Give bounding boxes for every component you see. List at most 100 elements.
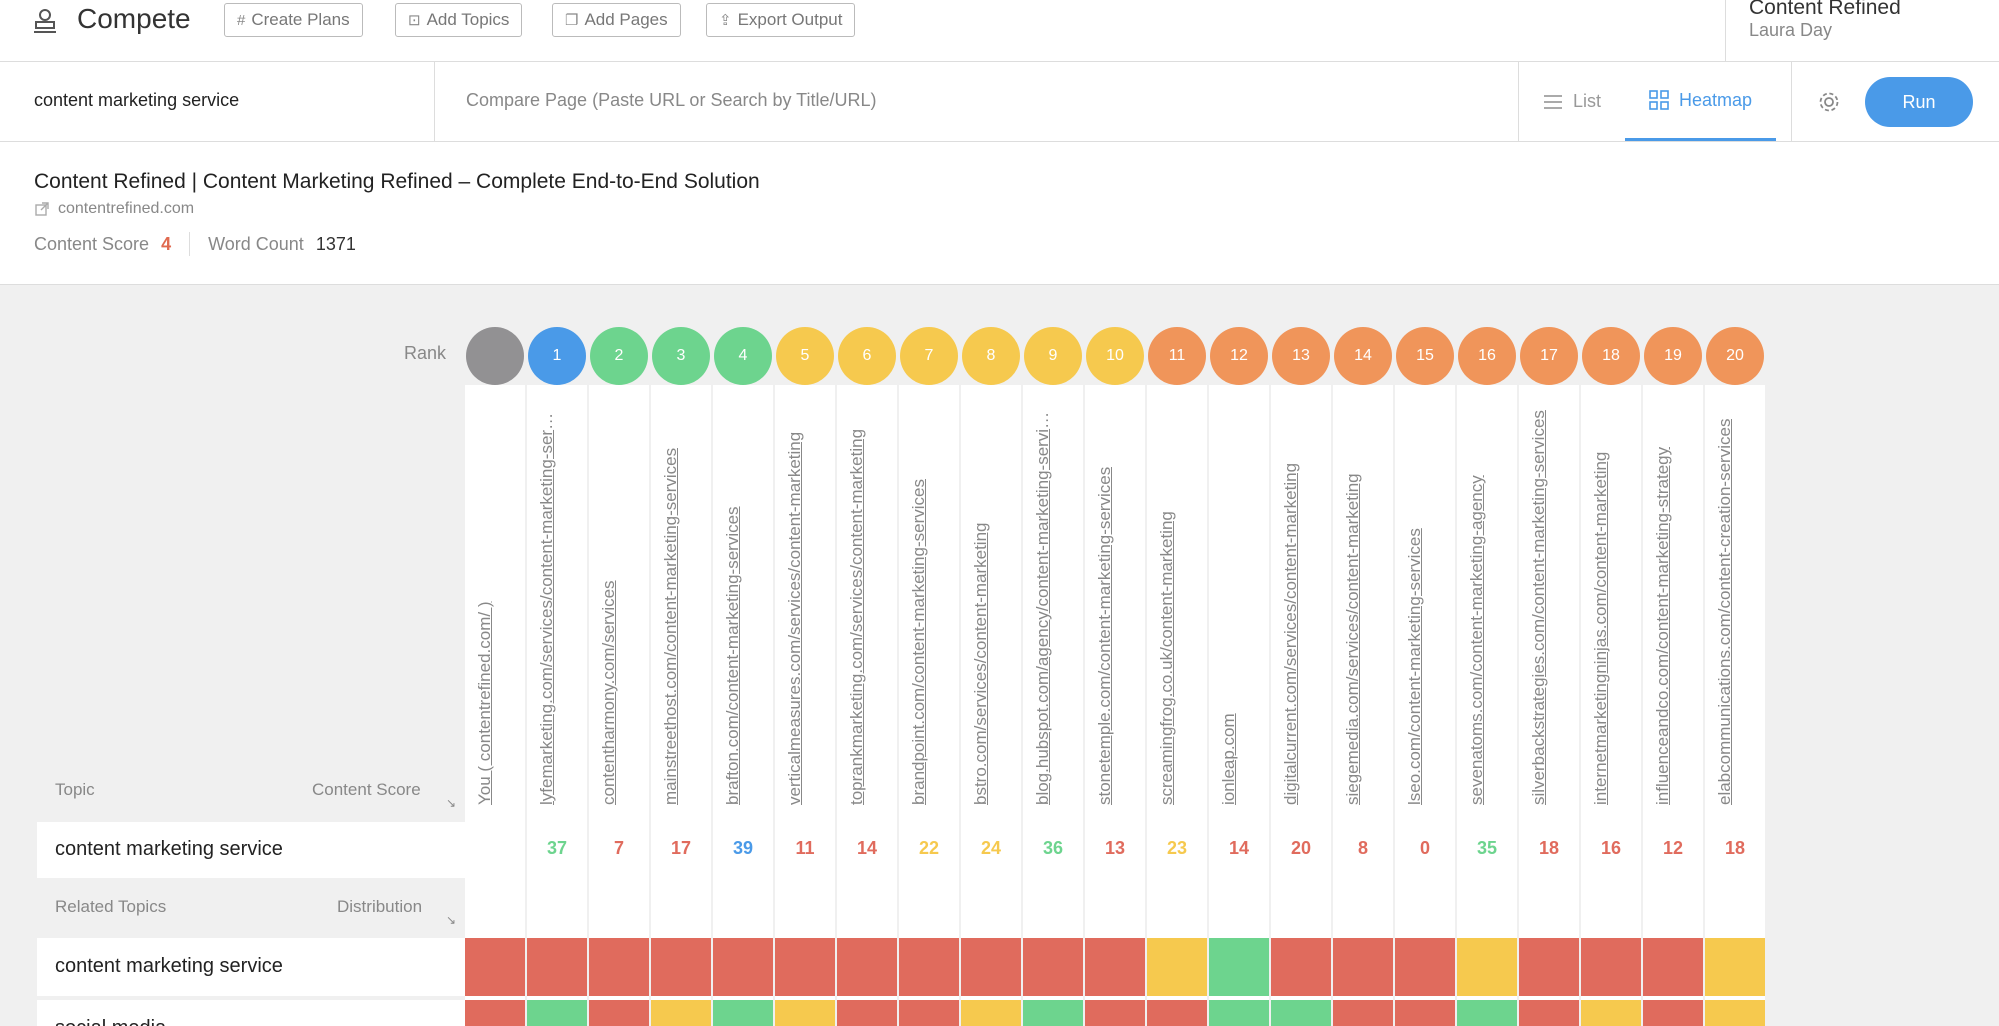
heatmap-cell[interactable] (465, 1000, 525, 1026)
page-url-link[interactable]: contentrefined.com (34, 200, 194, 218)
heatmap-cell[interactable] (1643, 1000, 1703, 1026)
compare-page-input[interactable]: Compare Page (Paste URL or Search by Tit… (466, 90, 877, 110)
add-pages-button[interactable]: ❐ Add Pages (552, 3, 681, 37)
heatmap-cell[interactable] (1395, 1000, 1455, 1026)
competitor-url-link[interactable]: silverbackstrategies.com/content-marketi… (1529, 410, 1548, 805)
content-score-cell: 17 (670, 838, 692, 858)
sort-icon[interactable]: ↘ (446, 796, 457, 810)
competitor-url-link[interactable]: brafton.com/content-marketing-services (723, 506, 742, 805)
heatmap-cell[interactable] (589, 938, 649, 996)
heatmap-cell[interactable] (1457, 938, 1517, 996)
heatmap-cell[interactable] (1395, 938, 1455, 996)
competitor-url-link[interactable]: toprankmarketing.com/services/content-ma… (847, 428, 866, 805)
heatmap-cell[interactable] (1023, 938, 1083, 996)
heatmap-cell[interactable] (775, 938, 835, 996)
competitor-column (1085, 385, 1145, 1026)
competitor-url-link[interactable]: sevenatoms.com/content-marketing-agency (1467, 475, 1486, 805)
heatmap-cell[interactable] (1333, 1000, 1393, 1026)
tab-list[interactable]: List (1519, 62, 1625, 141)
competitor-url-wrap: influenceandco.com/content-marketing-str… (1643, 395, 1703, 805)
competitor-url-link[interactable]: ionleap.com (1219, 713, 1238, 805)
heatmap-cell[interactable] (527, 938, 587, 996)
heatmap-cell[interactable] (961, 1000, 1021, 1026)
heatmap-cell[interactable] (1333, 938, 1393, 996)
competitor-url-link[interactable]: influenceandco.com/content-marketing-str… (1653, 446, 1672, 805)
keyword-input[interactable]: content marketing service (0, 62, 435, 141)
heatmap-cell[interactable] (899, 1000, 959, 1026)
heatmap-cell[interactable] (1147, 1000, 1207, 1026)
run-button[interactable]: Run (1865, 77, 1973, 127)
heatmap-cell[interactable] (1085, 1000, 1145, 1026)
competitor-url-link[interactable]: siegemedia.com/services/content-marketin… (1343, 473, 1362, 805)
competitor-url-link[interactable]: digitalcurrent.com/services/content-mark… (1281, 462, 1300, 805)
competitor-url-link[interactable]: blog.hubspot.com/agency/content-marketin… (1033, 405, 1052, 805)
heatmap-cell[interactable] (961, 938, 1021, 996)
heatmap-cell[interactable] (775, 1000, 835, 1026)
related-topic-row[interactable]: content marketing service (37, 938, 467, 996)
competitor-column (527, 385, 587, 1026)
competitor-url-link[interactable]: mainstreethost.com/content-marketing-ser… (661, 447, 680, 805)
heatmap-cell[interactable] (899, 938, 959, 996)
heatmap-cell[interactable] (1023, 1000, 1083, 1026)
create-plans-button[interactable]: # Create Plans (224, 3, 363, 37)
export-output-button[interactable]: ⇪ Export Output (706, 3, 856, 37)
competitor-url-link[interactable]: stonetemple.com/content-marketing-servic… (1095, 466, 1114, 805)
heatmap-cell[interactable] (527, 1000, 587, 1026)
competitor-url-link[interactable]: bstro.com/services/content-marketing (971, 522, 990, 806)
heatmap-cell[interactable] (837, 938, 897, 996)
heatmap-cell[interactable] (713, 938, 773, 996)
rank-badge: 4 (714, 327, 772, 385)
account-menu[interactable]: Content Refined Laura Day (1725, 0, 1999, 62)
tab-heatmap-label: Heatmap (1679, 89, 1753, 110)
heatmap-cell[interactable] (465, 938, 525, 996)
competitor-url-link[interactable]: lseo.com/content-marketing-services (1405, 528, 1424, 805)
heatmap-cell[interactable] (1705, 938, 1765, 996)
content-score-cell: 11 (795, 838, 815, 858)
heatmap-cell[interactable] (1643, 938, 1703, 996)
heatmap-cell[interactable] (1271, 938, 1331, 996)
copy-icon: ❐ (565, 12, 579, 29)
heatmap-cell[interactable] (1085, 938, 1145, 996)
app-title: Compete (77, 3, 191, 34)
heatmap-cell[interactable] (1271, 1000, 1331, 1026)
heatmap-cell[interactable] (1581, 938, 1641, 996)
competitor-url-link[interactable]: brandpoint.com/content-marketing-service… (909, 479, 928, 805)
heatmap-cell[interactable] (1519, 938, 1579, 996)
content-score-cell: 13 (1104, 838, 1126, 858)
competitor-url-link[interactable]: screamingfrog.co.uk/content-marketing (1157, 511, 1176, 805)
content-score-cell: 0 (1419, 838, 1430, 858)
heatmap-cell[interactable] (1705, 1000, 1765, 1026)
heatmap-cell[interactable] (837, 1000, 897, 1026)
distribution-header[interactable]: Distribution (337, 897, 423, 916)
settings-button[interactable] (1791, 62, 1866, 141)
tab-heatmap[interactable]: Heatmap (1625, 62, 1777, 141)
competitor-url-link[interactable]: You ( contentrefined.com/ ) (475, 601, 494, 806)
content-score-header[interactable]: Content Score (312, 780, 421, 799)
competitor-url-wrap: brafton.com/content-marketing-services (713, 395, 773, 805)
heatmap-cell[interactable] (713, 1000, 773, 1026)
heatmap-cell[interactable] (1581, 1000, 1641, 1026)
heatmap-cell[interactable] (1147, 938, 1207, 996)
competitor-url-link[interactable]: contentharmony.com/services (599, 580, 618, 805)
rank-badge: 1 (528, 327, 586, 385)
content-score-cell: 14 (1228, 838, 1250, 858)
add-topics-button[interactable]: ⊡ Add Topics (395, 3, 523, 37)
heatmap-cell[interactable] (1457, 1000, 1517, 1026)
competitor-column (1643, 385, 1703, 1026)
heatmap-cell[interactable] (651, 1000, 711, 1026)
sort-icon[interactable]: ↘ (446, 913, 457, 927)
competitor-url-link[interactable]: verticalmeasures.com/services/content-ma… (785, 431, 804, 805)
heatmap-cell[interactable] (1209, 1000, 1269, 1026)
create-plans-label: Create Plans (251, 10, 350, 29)
competitor-url-link[interactable]: lyfemarketing.com/services/content-marke… (537, 405, 556, 805)
heatmap-cell[interactable] (589, 1000, 649, 1026)
competitor-url-link[interactable]: internetmarketingninjas.com/content-mark… (1591, 451, 1610, 805)
heatmap-cell[interactable] (1519, 1000, 1579, 1026)
rank-badge: 13 (1272, 327, 1330, 385)
competitor-url-link[interactable]: elabcommunications.com/content-creation-… (1715, 418, 1734, 805)
heatmap-cell[interactable] (651, 938, 711, 996)
competitor-column (1705, 385, 1765, 1026)
word-count-value: 1371 (315, 233, 356, 254)
related-topic-row[interactable]: social media (37, 1000, 467, 1026)
heatmap-cell[interactable] (1209, 938, 1269, 996)
